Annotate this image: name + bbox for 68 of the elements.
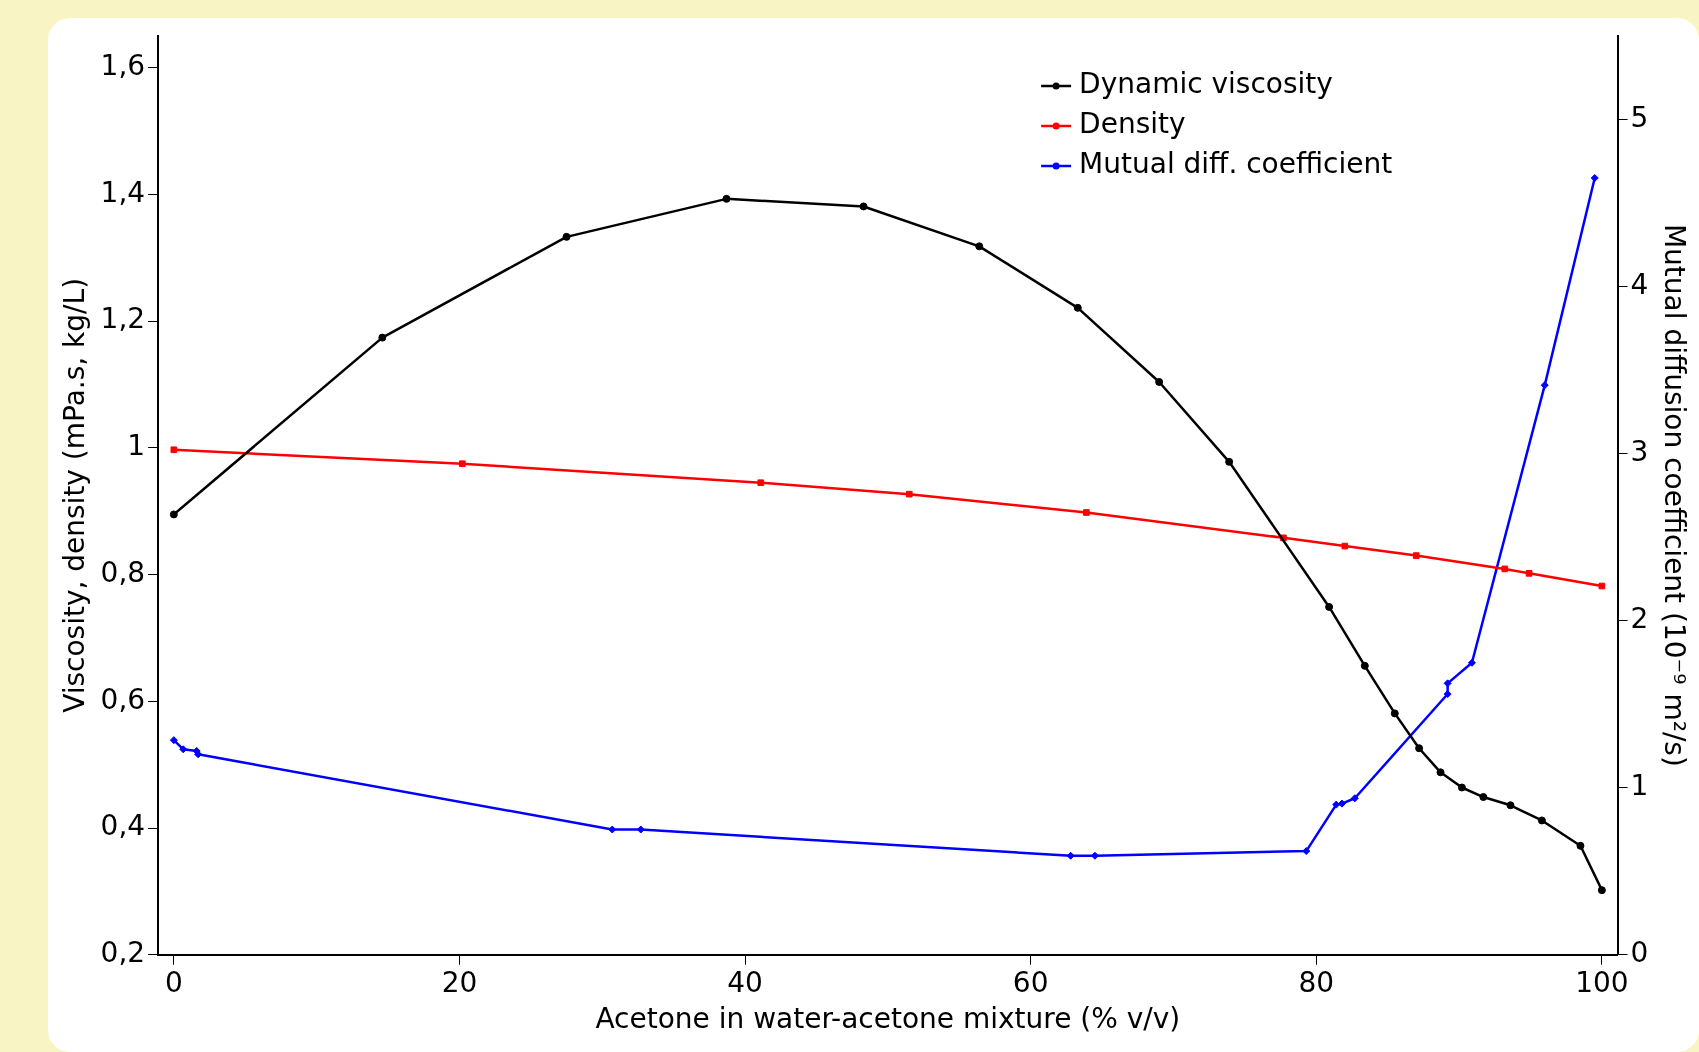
- y2-tick-label: 0: [1630, 936, 1649, 970]
- y-tick-label: 0,8: [100, 555, 146, 589]
- x-tick-label: 60: [1012, 965, 1049, 999]
- point: [1501, 565, 1509, 573]
- point: [378, 333, 387, 342]
- point: [1457, 783, 1466, 792]
- y2-tick-label: 4: [1630, 267, 1649, 301]
- point: [1525, 570, 1533, 577]
- x-tick-label: 80: [1298, 965, 1335, 999]
- y2-tick-label: 3: [1630, 434, 1649, 468]
- point: [636, 825, 645, 834]
- point: [1155, 377, 1164, 386]
- point: [1341, 542, 1349, 550]
- point: [1225, 457, 1234, 466]
- point: [1576, 841, 1585, 850]
- point: [1066, 851, 1075, 860]
- y-tick-label: 0,2: [100, 936, 146, 970]
- point: [608, 825, 617, 834]
- point: [1598, 582, 1606, 590]
- y-tick-label: 1,4: [100, 175, 146, 209]
- point: [1360, 661, 1369, 670]
- point: [1415, 744, 1424, 753]
- point: [1073, 303, 1082, 312]
- y-tick-label: 0,6: [100, 682, 146, 716]
- point: [1479, 793, 1488, 802]
- point: [1436, 768, 1445, 777]
- point: [1467, 658, 1476, 667]
- point: [458, 460, 466, 468]
- y-tick-label: 1,6: [100, 48, 146, 82]
- point: [170, 446, 178, 454]
- point: [562, 232, 571, 241]
- point: [722, 194, 731, 203]
- point: [975, 242, 984, 251]
- x-tick-label: 100: [1575, 965, 1629, 999]
- point: [905, 490, 913, 498]
- point: [1390, 709, 1399, 718]
- point: [179, 745, 188, 754]
- x-tick-label: 40: [727, 965, 763, 999]
- legend-label: Mutual diff. coefficient: [1079, 147, 1393, 181]
- y2-tick-label: 5: [1630, 100, 1649, 134]
- point: [1412, 552, 1420, 559]
- y-tick-label: 0,4: [100, 809, 146, 843]
- y2-tick-label: 1: [1630, 769, 1649, 803]
- legend-label: Dynamic viscosity: [1079, 67, 1333, 101]
- point: [169, 736, 178, 745]
- point: [1083, 509, 1090, 516]
- x-tick-label: 0: [164, 965, 183, 999]
- point: [1540, 381, 1549, 390]
- point: [1537, 816, 1546, 825]
- point: [169, 510, 178, 519]
- y-tick-label: 1: [127, 429, 146, 463]
- y2-axis-title: Mutual diffusion coefficient (10⁻⁹ m²/s): [1657, 223, 1691, 767]
- point: [1443, 679, 1452, 688]
- y2-tick-label: 2: [1630, 601, 1649, 635]
- point: [1590, 174, 1599, 182]
- point: [1443, 690, 1452, 699]
- point: [1325, 602, 1334, 611]
- point: [757, 479, 765, 487]
- y-tick-label: 1,2: [100, 302, 146, 336]
- point: [1506, 801, 1515, 810]
- point: [859, 202, 868, 211]
- point: [1597, 886, 1606, 895]
- x-tick-label: 20: [441, 965, 478, 999]
- legend-label: Density: [1079, 107, 1186, 141]
- x-axis-title: Acetone in water-acetone mixture (% v/v): [595, 1002, 1181, 1036]
- point: [1302, 847, 1311, 856]
- point: [1350, 794, 1359, 803]
- y-axis-title: Viscosity, density (mPa.s, kg/L): [58, 277, 92, 713]
